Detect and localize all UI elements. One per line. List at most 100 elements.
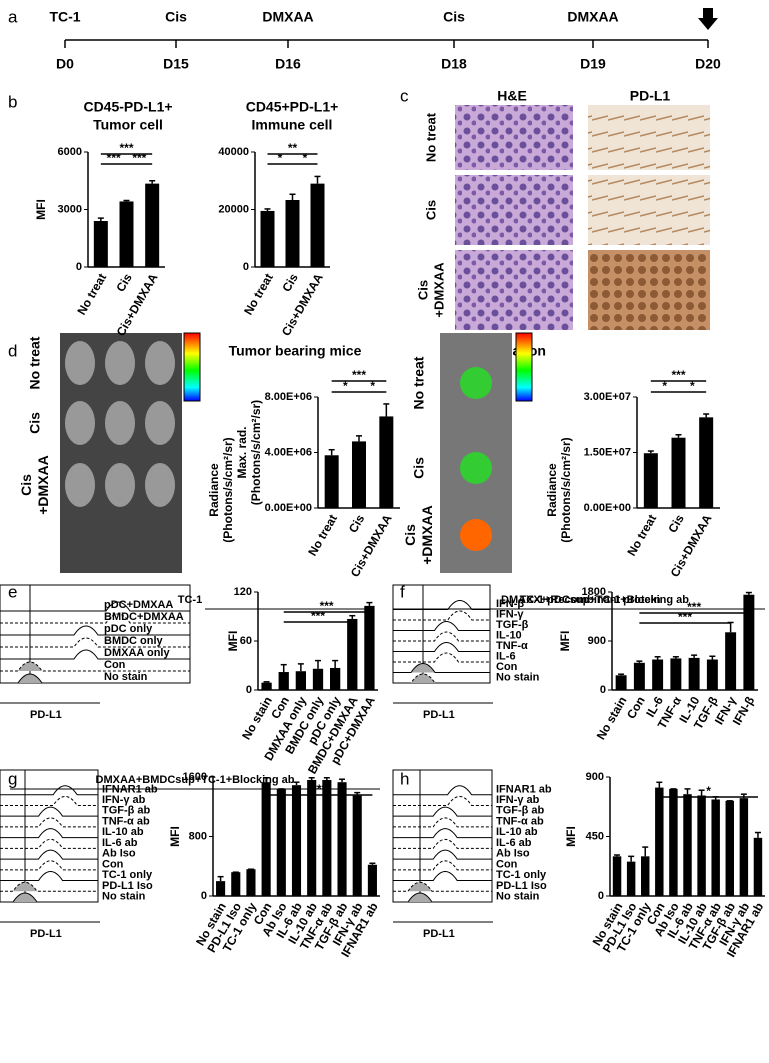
histogram-label: No stain — [102, 891, 146, 903]
y-tick-label: 0 — [598, 890, 604, 902]
panel-letter: f — [400, 582, 405, 601]
histogram-xlabel: PD-L1 — [423, 709, 455, 721]
y-tick-label: 4.00E+06 — [265, 446, 312, 458]
bar — [307, 779, 317, 896]
mouse — [105, 401, 135, 445]
x-tick-label: No stain — [239, 694, 275, 742]
significance-label: *** — [352, 368, 366, 382]
y-tick-label: 20000 — [218, 203, 249, 215]
histogram-curve — [393, 621, 490, 631]
x-tick-label: Cis — [346, 512, 368, 535]
significance-label: *** — [687, 600, 701, 614]
histogram-curve — [393, 817, 492, 828]
histogram-label: Ab Iso — [102, 848, 136, 860]
significance-label: *** — [132, 151, 146, 165]
bar — [367, 864, 377, 896]
bar — [364, 605, 375, 690]
histogram-label: IFN-γ ab — [496, 794, 540, 806]
histogram-xlabel: PD-L1 — [30, 928, 62, 940]
bar — [246, 869, 256, 896]
histogram-label: TC-1 only — [102, 869, 153, 881]
panel-letter: b — [8, 92, 17, 111]
histogram-label: TNF-α — [496, 640, 528, 652]
row-label: Cis — [402, 524, 418, 546]
significance-label: ** — [288, 141, 298, 155]
histogram-curve — [393, 631, 490, 642]
histogram-frame — [0, 769, 99, 903]
histogram-curve — [0, 649, 190, 660]
chart-title: CD45-PD-L1+ — [83, 99, 172, 115]
histogram-title: TC-1+Recombinant protein — [520, 594, 661, 606]
significance-label: *** — [678, 610, 692, 624]
bar — [261, 782, 271, 896]
bar — [641, 856, 650, 896]
histogram-label: IL-10 ab — [496, 826, 538, 838]
histogram-title: DMXAA+BMDCsup+TC-1+Blocking ab — [96, 774, 295, 786]
x-tick-label: No treat — [74, 271, 109, 317]
bar — [324, 455, 339, 508]
y-tick-label: 0 — [246, 684, 252, 696]
x-tick-label: No treat — [624, 512, 659, 558]
y-tick-label: 6000 — [58, 146, 82, 158]
bar — [285, 200, 300, 267]
row-label: Cis — [415, 280, 430, 300]
row-label: Cis — [18, 474, 34, 496]
bar — [145, 183, 160, 267]
histogram-label: TC-1 only — [496, 869, 547, 881]
bar — [310, 183, 325, 267]
bar — [626, 861, 636, 896]
significance-label: * — [278, 151, 283, 165]
histogram-xlabel: PD-L1 — [423, 928, 455, 940]
bar — [743, 594, 755, 690]
histogram-label: TGF-β — [496, 619, 529, 631]
histogram-curve — [393, 795, 492, 806]
histogram-title: DMAXX+pDCsup+TC-1+Blocking ab — [501, 594, 689, 606]
significance-label: *** — [312, 782, 326, 796]
y-tick-label: 40000 — [218, 146, 249, 158]
histogram-curve — [0, 860, 98, 871]
bar — [330, 667, 341, 690]
bar — [291, 785, 302, 896]
x-tick-label: No treat — [241, 271, 276, 317]
bar — [612, 856, 622, 896]
significance-label: * — [303, 151, 308, 165]
row-label: +DMXAA — [431, 262, 446, 318]
histogram-curve — [0, 828, 98, 839]
colorbar-label: Radiance — [545, 463, 559, 517]
panel-letter: c — [400, 86, 409, 105]
bar — [352, 441, 366, 508]
panel-letter: e — [8, 582, 17, 601]
histogram-label: IFN-γ ab — [102, 794, 146, 806]
timeline-event: TC-1 — [49, 9, 80, 25]
histogram-label: IL-10 — [496, 630, 522, 642]
y-tick-label: 0 — [76, 261, 82, 273]
bar — [615, 675, 627, 690]
x-tick-label: No stain — [594, 694, 630, 742]
histogram-curve — [393, 881, 492, 892]
mouse — [65, 463, 95, 507]
y-tick-label: 0.00E+00 — [265, 502, 312, 514]
histogram-label: TNF-α ab — [102, 815, 150, 827]
y-axis-label: Max. rad. — [235, 426, 249, 478]
bar — [670, 658, 682, 690]
he-image — [455, 105, 573, 170]
histogram-curve — [0, 806, 98, 817]
bar — [711, 799, 720, 896]
histogram-label: IL-6 ab — [102, 837, 138, 849]
significance-label: * — [343, 379, 348, 393]
bar — [669, 788, 678, 896]
significance-label: *** — [107, 151, 121, 165]
histogram-curve — [393, 849, 492, 860]
significance-label: *** — [311, 609, 325, 623]
histogram-curve — [393, 673, 490, 684]
row-label: +DMXAA — [419, 505, 435, 565]
y-axis-label: MFI — [226, 631, 240, 652]
histogram-label: TGF-β ab — [496, 805, 545, 817]
sacrifice-arrow — [698, 8, 718, 30]
bar — [216, 881, 226, 896]
significance-label: * — [706, 784, 711, 798]
row-label: Cis — [411, 457, 427, 479]
histogram-curve — [393, 642, 490, 652]
